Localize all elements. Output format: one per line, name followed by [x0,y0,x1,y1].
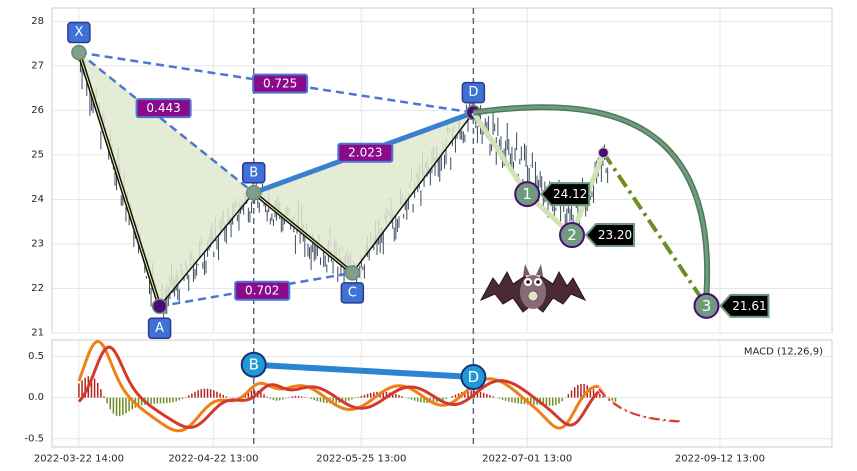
x-tick-label: 2022-05-25 13:00 [316,454,406,465]
price-tick-label: 24 [31,194,44,205]
macd-marker-d [460,364,487,391]
price-tick-label: 26 [31,105,44,116]
macd-bd-line [253,361,474,381]
price-tick-label: 25 [31,149,44,160]
macd-marker-label: B [249,356,259,374]
ratio-dashed-line [78,51,255,194]
point-box-d [461,81,486,104]
target-circle-3 [693,292,720,319]
macd-projection [598,385,680,424]
bat-logo-icon [479,264,587,313]
macd-marker-label: D [468,368,480,386]
macd-series [77,340,680,433]
price-tick-label: 27 [31,60,44,71]
target-3-dashdot-line [601,151,709,307]
target-value: 21.61 [732,299,766,313]
pivot-marker-x [71,44,87,61]
point-label-b: B [249,165,258,180]
macd-legend: MACD (12,26,9) [744,347,823,358]
ratio-box [234,280,291,301]
ratio-box [135,98,192,119]
arc-to-target [473,105,709,294]
ab-leg [159,192,255,307]
ratio-label: 0.725 [263,77,297,91]
point-label-x: X [74,25,83,40]
target-value: 23.20 [598,228,632,242]
point-box-c [340,282,365,304]
pivot-marker-b [245,185,262,201]
x-tick-label: 2022-07-01 13:00 [482,454,572,465]
target-value-tag [584,223,635,248]
projection-start-marker [597,147,609,159]
price-tick-label: 28 [31,16,44,27]
x-tick-label: 2022-09-12 13:00 [675,454,765,465]
ratio-label: 0.443 [146,101,180,115]
pattern-leg-highlight [78,52,161,307]
macd-tick-label: 0.5 [28,351,44,362]
macd-marker-b [240,351,267,378]
target-value: 24.12 [553,187,587,201]
point-label-c: C [348,285,357,300]
price-tick-label: 21 [31,328,44,339]
target-circle-2 [559,222,585,249]
x-tick-label: 2022-03-22 14:00 [34,454,124,465]
target-step-label: 3 [702,297,712,315]
target-value-tag [719,293,770,318]
ratio-box [337,142,394,163]
ratio-box [252,73,309,94]
point-box-x [67,21,91,44]
point-label-a: A [155,321,164,336]
price-tick-label: 23 [31,238,44,249]
target-value-tag [539,182,591,207]
cd-leg [351,112,474,274]
point-label-d: D [468,85,478,100]
point-box-b [241,162,266,184]
chart-labels: X A B C D 0.443 0.725 2.023 0.702 1 24.12 2 23.20 3 21… [67,21,823,391]
target-projection [471,104,711,307]
point-box-a [147,317,172,340]
price-tick-label: 22 [31,283,44,294]
macd-line [77,340,599,433]
x-tick-label: 2022-04-22 13:00 [168,454,258,465]
pivot-marker-c [344,265,361,281]
macd-tick-label: 0.0 [28,392,44,403]
target-step-label: 2 [567,226,577,244]
ratio-label: 2.023 [348,146,382,160]
target-circle-1 [514,181,541,208]
pattern-leg-highlight [253,192,353,274]
signal-projection [598,388,680,423]
pivot-marker-a [151,298,168,315]
target-step-label: 1 [522,185,532,203]
macd-tick-label: -0.5 [24,433,44,444]
ratio-label: 0.702 [245,284,279,298]
signal-line [77,345,600,429]
